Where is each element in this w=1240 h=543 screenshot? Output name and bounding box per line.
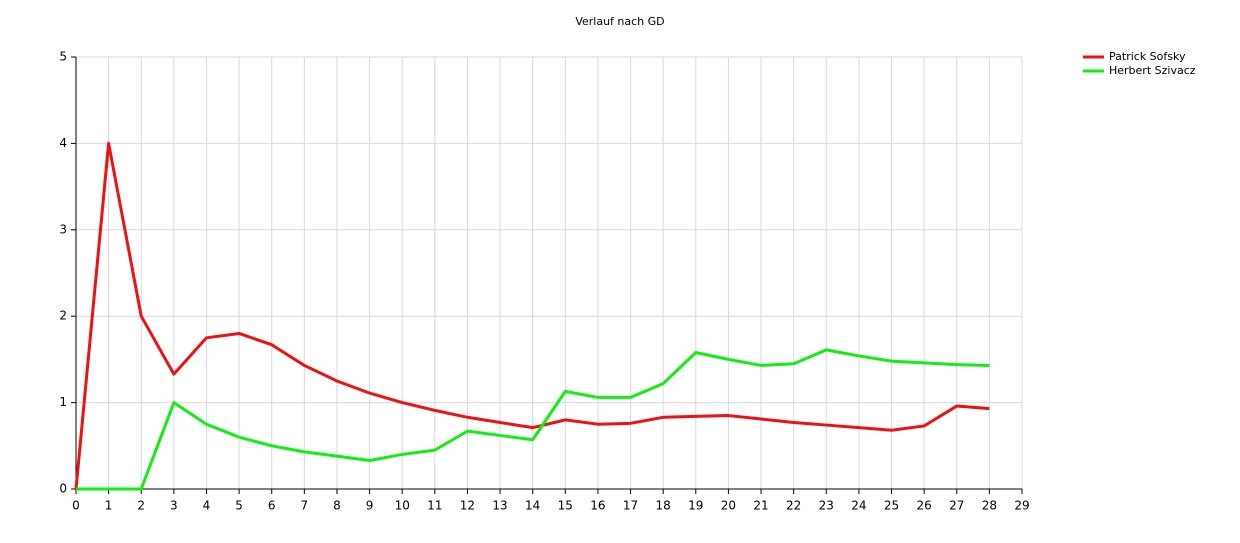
x-tick-label: 8 (333, 499, 341, 513)
x-tick-label: 28 (982, 499, 997, 513)
x-tick-label: 10 (395, 499, 410, 513)
data-line (76, 348, 990, 491)
x-tick-label: 14 (525, 499, 540, 513)
y-tick-label: 4 (59, 136, 67, 150)
x-tick-label: 24 (851, 499, 866, 513)
x-tick-label: 20 (721, 499, 736, 513)
y-tick-label: 0 (59, 482, 67, 496)
x-tick-label: 22 (786, 499, 801, 513)
x-tick-label: 27 (949, 499, 964, 513)
x-tick-label: 26 (916, 499, 931, 513)
x-tick-label: 21 (753, 499, 768, 513)
x-tick-label: 17 (623, 499, 638, 513)
x-tick-label: 12 (460, 499, 475, 513)
x-tick-label: 16 (590, 499, 605, 513)
x-tick-label: 18 (656, 499, 671, 513)
legend-text: Patrick Sofsky (1109, 50, 1186, 63)
y-tick-label: 3 (59, 222, 67, 236)
y-tick-label: 2 (59, 309, 67, 323)
x-tick-label: 29 (1014, 499, 1029, 513)
x-tick-label: 6 (268, 499, 276, 513)
x-tick-label: 0 (72, 499, 80, 513)
x-tick-label: 13 (492, 499, 507, 513)
x-tick-label: 15 (558, 499, 573, 513)
y-tick-label: 1 (59, 395, 67, 409)
x-tick-label: 3 (170, 499, 178, 513)
data-line (74, 141, 990, 490)
chart-title: Verlauf nach GD (575, 15, 664, 28)
legend-text: Herbert Szivacz (1109, 64, 1196, 77)
x-tick-label: 2 (137, 499, 145, 513)
x-tick-label: 5 (235, 499, 243, 513)
x-tick-label: 4 (203, 499, 211, 513)
y-tick-label: 5 (59, 50, 67, 64)
x-tick-label: 25 (884, 499, 899, 513)
x-tick-label: 9 (366, 499, 374, 513)
x-tick-label: 1 (105, 499, 113, 513)
x-tick-label: 23 (819, 499, 834, 513)
x-tick-label: 19 (688, 499, 703, 513)
x-tick-label: 11 (427, 499, 442, 513)
x-tick-label: 7 (301, 499, 309, 513)
